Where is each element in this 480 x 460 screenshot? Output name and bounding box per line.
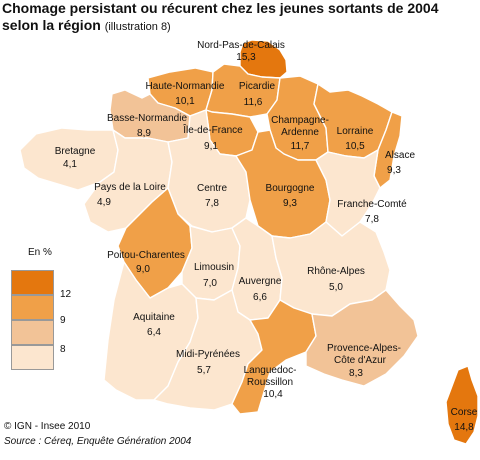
label-franche-comte: Franche-Comté [337, 199, 407, 210]
value-alsace: 9,3 [387, 165, 401, 176]
value-centre: 7,8 [205, 198, 219, 209]
label-provence-alpes: Provence-Alpes- [327, 343, 401, 354]
value-haute-normandie: 10,1 [175, 96, 195, 107]
value-bourgogne: 9,3 [283, 198, 297, 209]
label-limousin: Limousin [194, 262, 234, 273]
value-basse-normandie: 8,9 [137, 128, 151, 139]
label-poitou-charentes: Poitou-Charentes [107, 250, 185, 261]
legend-swatch-class1 [11, 345, 54, 370]
region-provence-alpes-cote-d-azur[interactable] [305, 289, 419, 387]
legend-swatch-class4 [11, 270, 54, 295]
label-basse-normandie: Basse-Normandie [107, 113, 187, 124]
legend-threshold-9: 9 [60, 315, 66, 326]
label-aquitaine: Aquitaine [133, 312, 175, 323]
value-ile-de-france: 9,1 [204, 141, 218, 152]
label-ardenne: Ardenne [281, 127, 319, 138]
region-franche-comte[interactable] [315, 149, 381, 237]
label-pays-de-la-loire: Pays de la Loire [94, 182, 166, 193]
label-bourgogne: Bourgogne [266, 183, 315, 194]
map-subtitle: (illustration 8) [104, 21, 171, 33]
label-nord-pas-de-calais: Nord-Pas-de-Calais [197, 40, 285, 51]
source-credit: Source : Céreq, Enquête Génération 2004 [4, 436, 192, 447]
label-alsace: Alsace [385, 150, 415, 161]
legend-title: En % [28, 247, 52, 258]
value-nord-pas-de-calais: 15,3 [236, 52, 256, 63]
value-auvergne: 6,6 [253, 292, 267, 303]
label-rhone-alpes: Rhône-Alpes [307, 266, 365, 277]
label-champagne: Champagne- [271, 115, 329, 126]
region-labels: Nord-Pas-de-Calais 15,3 Haute-Normandie … [55, 40, 478, 433]
value-champagne-ardenne: 11,7 [291, 141, 310, 152]
value-languedoc-roussillon: 10,4 [263, 389, 283, 400]
region-nord-pas-de-calais[interactable] [239, 39, 288, 79]
value-picardie: 11,6 [244, 97, 263, 108]
value-corse: 14,8 [454, 422, 474, 433]
label-picardie: Picardie [239, 81, 276, 92]
label-corse: Corse [451, 407, 478, 418]
value-franche-comte: 7,8 [365, 214, 379, 225]
map-title: Chomage persistant ou récurent chez les … [2, 0, 478, 36]
legend-threshold-12: 12 [60, 289, 72, 300]
region-corse[interactable] [445, 365, 479, 445]
label-auvergne: Auvergne [239, 276, 282, 287]
map-title-text: Chomage persistant ou récurent chez les … [2, 0, 439, 33]
label-lorraine: Lorraine [337, 126, 374, 137]
value-poitou-charentes: 9,0 [136, 264, 150, 275]
value-lorraine: 10,5 [345, 141, 365, 152]
value-rhone-alpes: 5,0 [329, 282, 343, 293]
value-provence-alpes-cote-d-azur: 8,3 [349, 368, 363, 379]
copyright-credit: © IGN - Insee 2010 [4, 421, 91, 432]
label-centre: Centre [197, 183, 227, 194]
legend-swatch-class2 [11, 320, 54, 345]
label-midi-pyrenees: Midi-Pyrénées [176, 349, 240, 360]
label-roussillon: Roussillon [247, 377, 293, 388]
region-languedoc-roussillon[interactable] [231, 299, 317, 415]
label-ile-de-france: Île-de-France [182, 123, 243, 136]
value-midi-pyrenees: 5,7 [197, 365, 211, 376]
value-limousin: 7,0 [203, 278, 217, 289]
value-bretagne: 4,1 [63, 159, 77, 170]
label-haute-normandie: Haute-Normandie [146, 81, 225, 92]
value-pays-de-la-loire: 4,9 [97, 197, 111, 208]
label-cote-d-azur: Côte d'Azur [334, 355, 387, 366]
value-aquitaine: 6,4 [147, 327, 161, 338]
label-bretagne: Bretagne [55, 146, 96, 157]
legend-swatch-class3 [11, 295, 54, 320]
legend-threshold-8: 8 [60, 344, 66, 355]
region-alsace[interactable] [373, 111, 403, 189]
label-languedoc: Languedoc- [244, 365, 297, 376]
